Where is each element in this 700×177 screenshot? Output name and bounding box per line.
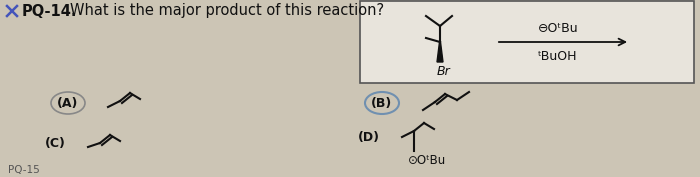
Text: ⊙OᵗBu: ⊙OᵗBu	[408, 154, 447, 167]
Bar	[360, 1, 694, 83]
Text: (A): (A)	[57, 96, 78, 110]
Polygon shape	[437, 42, 443, 62]
Text: (C): (C)	[45, 136, 66, 150]
Text: Br: Br	[437, 65, 451, 78]
Text: PQ-14.: PQ-14.	[22, 4, 78, 19]
Text: ⊖OᵗBu: ⊖OᵗBu	[538, 22, 578, 36]
Text: (D): (D)	[358, 130, 380, 144]
Text: What is the major product of this reaction?: What is the major product of this reacti…	[70, 4, 384, 19]
Text: (B): (B)	[372, 96, 393, 110]
Text: PQ-15: PQ-15	[8, 165, 40, 175]
Text: ᵗBuOH: ᵗBuOH	[538, 50, 578, 64]
